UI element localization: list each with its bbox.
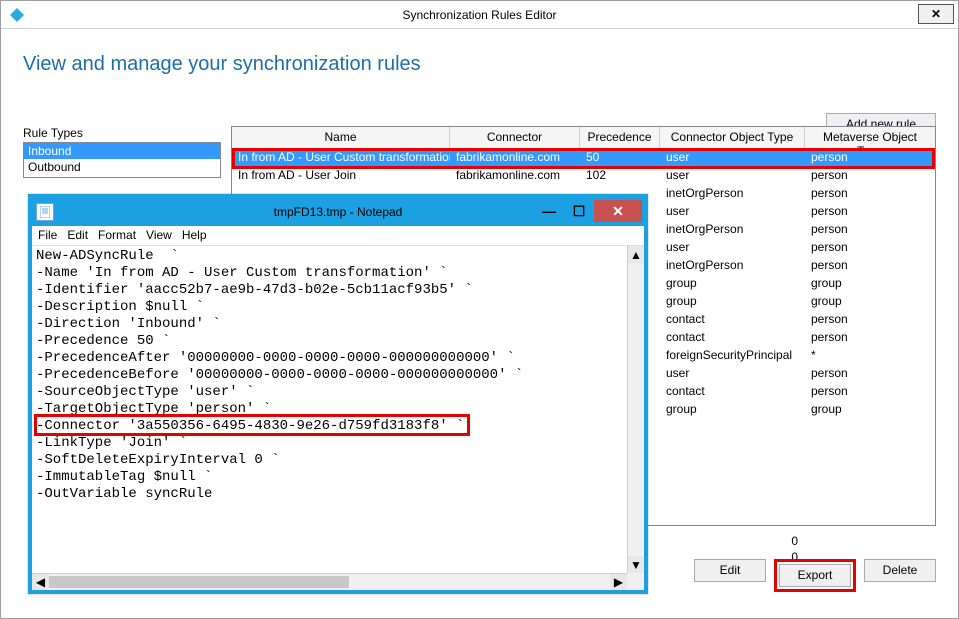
- minimize-button[interactable]: —: [534, 200, 564, 222]
- cell: person: [805, 221, 935, 239]
- cell: person: [805, 383, 935, 401]
- menu-edit[interactable]: Edit: [67, 228, 88, 243]
- horizontal-scrollbar[interactable]: ◀ ▶: [32, 573, 627, 590]
- count-a: 0: [791, 534, 798, 550]
- cell: person: [805, 365, 935, 383]
- notepad-menubar: File Edit Format View Help: [32, 226, 644, 246]
- col-mot[interactable]: Metaverse Object Type: [805, 127, 935, 148]
- export-button[interactable]: Export: [779, 564, 851, 587]
- cell: person: [805, 239, 935, 257]
- maximize-button[interactable]: ☐: [564, 200, 594, 222]
- edit-button[interactable]: Edit: [694, 559, 766, 582]
- scroll-thumb-h[interactable]: [49, 576, 349, 588]
- cell: In from AD - User Join: [232, 167, 450, 185]
- cell: contact: [660, 329, 805, 347]
- col-precedence[interactable]: Precedence: [580, 127, 660, 148]
- cell: group: [805, 293, 935, 311]
- cell: person: [805, 167, 935, 185]
- grid-header: Name Connector Precedence Connector Obje…: [232, 127, 935, 149]
- notepad-titlebar[interactable]: tmpFD13.tmp - Notepad — ☐ ✕: [32, 198, 644, 226]
- scroll-track-h[interactable]: [49, 574, 610, 590]
- notepad-window: tmpFD13.tmp - Notepad — ☐ ✕ File Edit Fo…: [28, 194, 648, 594]
- cell: group: [660, 293, 805, 311]
- cell: person: [805, 257, 935, 275]
- bottom-actions: Edit Export Delete: [694, 559, 936, 592]
- cell: group: [805, 275, 935, 293]
- cell: user: [660, 239, 805, 257]
- scroll-right-icon[interactable]: ▶: [610, 574, 627, 590]
- window-title: Synchronization Rules Editor: [1, 8, 958, 22]
- menu-view[interactable]: View: [146, 228, 172, 243]
- cell: user: [660, 203, 805, 221]
- cell: fabrikamonline.com: [450, 149, 580, 167]
- rule-type-outbound[interactable]: Outbound: [24, 159, 220, 175]
- notepad-window-controls: — ☐ ✕: [534, 200, 642, 222]
- notepad-close-button[interactable]: ✕: [594, 200, 642, 222]
- rule-types-label: Rule Types: [23, 126, 221, 140]
- vertical-scrollbar[interactable]: ▲ ▼: [627, 246, 644, 573]
- cell: user: [660, 365, 805, 383]
- cell: foreignSecurityPrincipal: [660, 347, 805, 365]
- cell: 102: [580, 167, 660, 185]
- scroll-corner: [627, 573, 644, 590]
- cell: user: [660, 167, 805, 185]
- menu-format[interactable]: Format: [98, 228, 136, 243]
- cell: contact: [660, 383, 805, 401]
- delete-button[interactable]: Delete: [864, 559, 936, 582]
- scroll-up-icon[interactable]: ▲: [628, 246, 644, 263]
- table-row[interactable]: In from AD - User Custom transformationf…: [232, 149, 935, 167]
- table-row[interactable]: In from AD - User Joinfabrikamonline.com…: [232, 167, 935, 185]
- col-connector[interactable]: Connector: [450, 127, 580, 148]
- cell: inetOrgPerson: [660, 257, 805, 275]
- window-close-button[interactable]: ✕: [918, 4, 954, 24]
- cell: inetOrgPerson: [660, 221, 805, 239]
- rule-types-list[interactable]: Inbound Outbound: [23, 142, 221, 178]
- cell: group: [660, 401, 805, 419]
- col-name[interactable]: Name: [232, 127, 450, 148]
- cell: person: [805, 149, 935, 167]
- notepad-text-area[interactable]: New-ADSyncRule ` -Name 'In from AD - Use…: [32, 246, 644, 590]
- cell: *: [805, 347, 935, 365]
- cell: person: [805, 185, 935, 203]
- cell: group: [660, 275, 805, 293]
- scroll-left-icon[interactable]: ◀: [32, 574, 49, 590]
- cell: 50: [580, 149, 660, 167]
- cell: inetOrgPerson: [660, 185, 805, 203]
- export-highlight: Export: [774, 559, 856, 592]
- cell: group: [805, 401, 935, 419]
- scroll-down-icon[interactable]: ▼: [628, 556, 644, 573]
- cell: user: [660, 149, 805, 167]
- cell: person: [805, 329, 935, 347]
- cell: In from AD - User Custom transformation: [232, 149, 450, 167]
- rule-type-inbound[interactable]: Inbound: [24, 143, 220, 159]
- cell: person: [805, 311, 935, 329]
- cell: contact: [660, 311, 805, 329]
- editor-titlebar: Synchronization Rules Editor ✕: [1, 1, 958, 29]
- notepad-body: New-ADSyncRule ` -Name 'In from AD - Use…: [32, 246, 644, 590]
- col-cot[interactable]: Connector Object Type: [660, 127, 805, 148]
- menu-help[interactable]: Help: [182, 228, 207, 243]
- page-heading: View and manage your synchronization rul…: [23, 53, 936, 76]
- cell: fabrikamonline.com: [450, 167, 580, 185]
- cell: person: [805, 203, 935, 221]
- menu-file[interactable]: File: [38, 228, 57, 243]
